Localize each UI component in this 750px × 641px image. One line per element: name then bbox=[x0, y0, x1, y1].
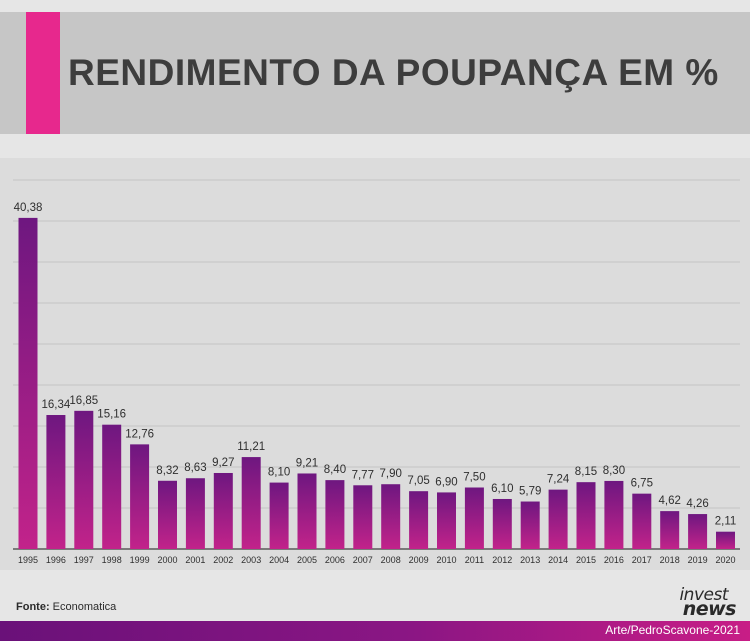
x-tick-label-2004: 2004 bbox=[269, 555, 289, 565]
x-tick-label-2010: 2010 bbox=[436, 555, 456, 565]
x-tick-label-2001: 2001 bbox=[185, 555, 205, 565]
x-tick-label-2003: 2003 bbox=[241, 555, 261, 565]
value-label-2019: 4,26 bbox=[686, 498, 708, 510]
value-label-2011: 7,50 bbox=[463, 472, 485, 484]
bar-2019 bbox=[688, 514, 708, 549]
source-value: Economatica bbox=[52, 601, 117, 613]
bar-2014 bbox=[548, 489, 568, 549]
value-label-2006: 8,40 bbox=[324, 464, 346, 476]
bar-1999 bbox=[130, 444, 150, 549]
header-accent-stripe bbox=[26, 12, 60, 134]
value-label-1995: 40,38 bbox=[14, 202, 43, 214]
bar-2009 bbox=[409, 491, 429, 549]
value-label-2003: 11,21 bbox=[237, 441, 265, 453]
bar-2007 bbox=[353, 485, 373, 549]
value-label-2010: 6,90 bbox=[435, 476, 457, 488]
value-label-2007: 7,77 bbox=[352, 469, 374, 481]
value-label-2015: 8,15 bbox=[575, 466, 597, 478]
bar-2008 bbox=[381, 484, 401, 549]
value-label-2018: 4,62 bbox=[659, 495, 681, 507]
bars bbox=[18, 217, 735, 549]
bar-2004 bbox=[269, 482, 289, 549]
x-tick-label-2018: 2018 bbox=[660, 555, 680, 565]
bar-2003 bbox=[241, 457, 261, 549]
bar-2001 bbox=[185, 478, 205, 549]
x-tick-label-1998: 1998 bbox=[102, 555, 122, 565]
value-label-1999: 12,76 bbox=[125, 428, 154, 440]
value-label-2017: 6,75 bbox=[631, 478, 653, 490]
value-label-2002: 9,27 bbox=[212, 457, 234, 469]
value-label-2008: 7,90 bbox=[380, 468, 402, 480]
source-label: Fonte: bbox=[16, 601, 50, 613]
bar-2011 bbox=[464, 487, 484, 549]
value-label-1998: 15,16 bbox=[97, 409, 126, 421]
bar-1996 bbox=[46, 415, 66, 549]
x-tick-label-2008: 2008 bbox=[381, 555, 401, 565]
logo-text-news: news bbox=[682, 598, 737, 620]
bar-1998 bbox=[102, 424, 122, 549]
bar-2020 bbox=[716, 531, 735, 549]
logo-text-invest: invest bbox=[679, 585, 728, 605]
value-label-2014: 7,24 bbox=[547, 474, 570, 486]
bar-2006 bbox=[325, 480, 345, 549]
bar-2015 bbox=[576, 482, 596, 549]
x-tick-label-1999: 1999 bbox=[130, 555, 150, 565]
bar-2012 bbox=[492, 498, 512, 549]
value-label-2009: 7,05 bbox=[407, 475, 429, 487]
x-tick-label-2020: 2020 bbox=[715, 555, 735, 565]
bar-2018 bbox=[660, 511, 680, 549]
value-label-1997: 16,85 bbox=[69, 395, 98, 407]
value-label-2012: 6,10 bbox=[491, 483, 513, 495]
x-tick-label-1995: 1995 bbox=[18, 555, 38, 565]
x-tick-label-2005: 2005 bbox=[297, 555, 317, 565]
value-label-2016: 8,30 bbox=[603, 465, 625, 477]
x-tick-label-2016: 2016 bbox=[604, 555, 624, 565]
value-labels: 40,38 16,34 16,85 15,16 12,76 8,32 8,63 9,2711,… bbox=[14, 202, 737, 528]
x-tick-label-1997: 1997 bbox=[74, 555, 94, 565]
bar-2005 bbox=[297, 473, 317, 549]
x-axis-labels: 1995 1996 1997 1998 1999 2000 2001 2002 2003 2004… bbox=[18, 555, 736, 565]
x-tick-label-2007: 2007 bbox=[353, 555, 373, 565]
x-tick-label-2019: 2019 bbox=[688, 555, 708, 565]
footer-bar bbox=[0, 621, 750, 641]
bar-1995 bbox=[18, 217, 38, 549]
bar-2000 bbox=[158, 480, 177, 549]
x-tick-label-2015: 2015 bbox=[576, 555, 596, 565]
value-label-2013: 5,79 bbox=[519, 486, 541, 498]
bar-2016 bbox=[604, 480, 624, 549]
value-label-2005: 9,21 bbox=[296, 457, 318, 469]
bar-2010 bbox=[437, 492, 456, 549]
header-bar bbox=[0, 12, 750, 134]
x-tick-label-2006: 2006 bbox=[325, 555, 345, 565]
value-label-2004: 8,10 bbox=[268, 467, 290, 479]
x-tick-label-2009: 2009 bbox=[409, 555, 429, 565]
bar-2017 bbox=[632, 493, 652, 549]
value-label-2001: 8,63 bbox=[184, 462, 206, 474]
value-label-2000: 8,32 bbox=[156, 465, 178, 477]
source-note: Fonte: Economatica bbox=[16, 601, 116, 613]
bar-1997 bbox=[74, 410, 94, 549]
x-tick-label-2000: 2000 bbox=[157, 555, 177, 565]
chart-title: RENDIMENTO DA POUPANÇA EM % bbox=[68, 52, 719, 93]
bar-2002 bbox=[213, 472, 233, 549]
x-tick-label-2017: 2017 bbox=[632, 555, 652, 565]
art-credit: Arte/PedroScavone-2021 bbox=[605, 623, 740, 637]
x-tick-label-2011: 2011 bbox=[465, 555, 484, 565]
value-label-2020: 2,11 bbox=[715, 516, 737, 528]
investnews-logo: invest news bbox=[666, 585, 737, 620]
x-tick-label-2014: 2014 bbox=[548, 555, 568, 565]
gridlines bbox=[13, 179, 740, 550]
chart-area-background bbox=[0, 158, 750, 570]
value-label-1996: 16,34 bbox=[42, 399, 71, 411]
bar-2013 bbox=[520, 501, 540, 549]
x-tick-label-1996: 1996 bbox=[46, 555, 66, 565]
x-tick-label-2012: 2012 bbox=[492, 555, 512, 565]
x-tick-label-2002: 2002 bbox=[213, 555, 233, 565]
x-tick-label-2013: 2013 bbox=[520, 555, 540, 565]
